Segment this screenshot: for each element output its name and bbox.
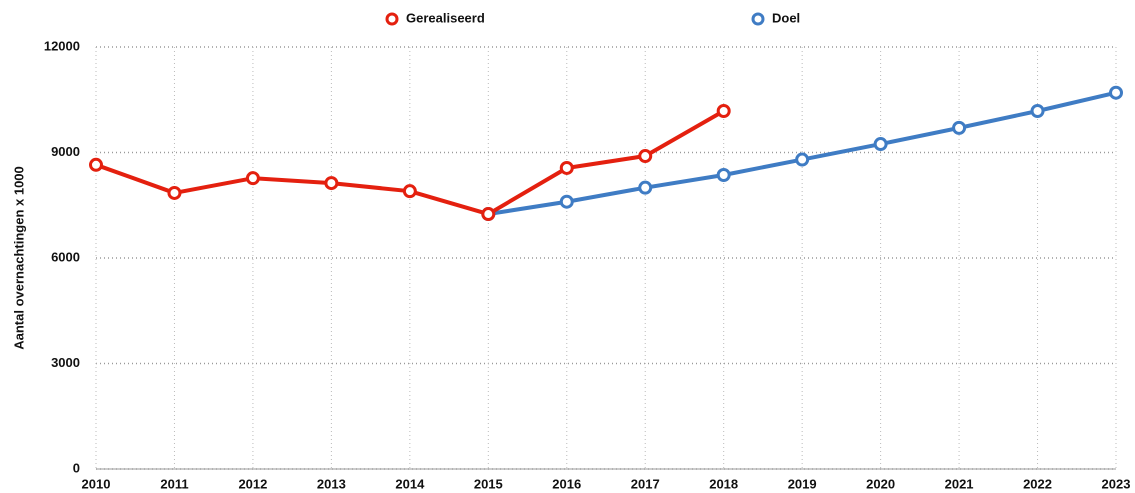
marker xyxy=(559,194,574,209)
y-axis-label: Aantal overnachtingen x 1000 xyxy=(11,166,26,350)
y-tick-label: 0 xyxy=(73,460,80,475)
marker xyxy=(795,152,810,167)
marker xyxy=(167,185,182,200)
marker xyxy=(1030,104,1045,119)
legend-label: Gerealiseerd xyxy=(406,10,485,25)
marker xyxy=(716,168,731,183)
line xyxy=(95,109,725,217)
x-tick-label: 2012 xyxy=(238,476,267,491)
marker xyxy=(324,176,339,191)
x-tick-label: 2023 xyxy=(1102,476,1131,491)
y-tick-label: 12000 xyxy=(44,38,80,53)
legend-label: Doel xyxy=(772,10,800,25)
marker xyxy=(1109,85,1123,100)
marker xyxy=(402,184,417,199)
y-tick-label: 6000 xyxy=(51,249,80,264)
legend-marker xyxy=(385,12,399,26)
legend-marker xyxy=(751,12,765,26)
marker xyxy=(89,157,103,172)
marker xyxy=(638,180,653,195)
x-tick-label: 2011 xyxy=(160,476,188,491)
x-tick-label: 2021 xyxy=(945,476,974,491)
x-tick-label: 2013 xyxy=(317,476,346,491)
x-tick-label: 2022 xyxy=(1023,476,1052,491)
x-tick-label: 2016 xyxy=(552,476,581,491)
y-tick-label: 3000 xyxy=(51,355,80,370)
marker xyxy=(481,207,496,222)
marker xyxy=(873,137,888,152)
x-tick-label: 2010 xyxy=(82,476,111,491)
y-tick-label: 9000 xyxy=(51,144,80,159)
x-tick-label: 2017 xyxy=(631,476,660,491)
x-tick-label: 2019 xyxy=(788,476,817,491)
marker xyxy=(952,120,967,135)
marker xyxy=(716,104,731,119)
marker xyxy=(638,149,653,164)
x-tick-label: 2014 xyxy=(395,476,425,491)
x-tick-label: 2018 xyxy=(709,476,738,491)
marker xyxy=(245,171,260,186)
x-tick-label: 2020 xyxy=(866,476,895,491)
marker xyxy=(559,160,574,175)
x-tick-label: 2015 xyxy=(474,476,503,491)
